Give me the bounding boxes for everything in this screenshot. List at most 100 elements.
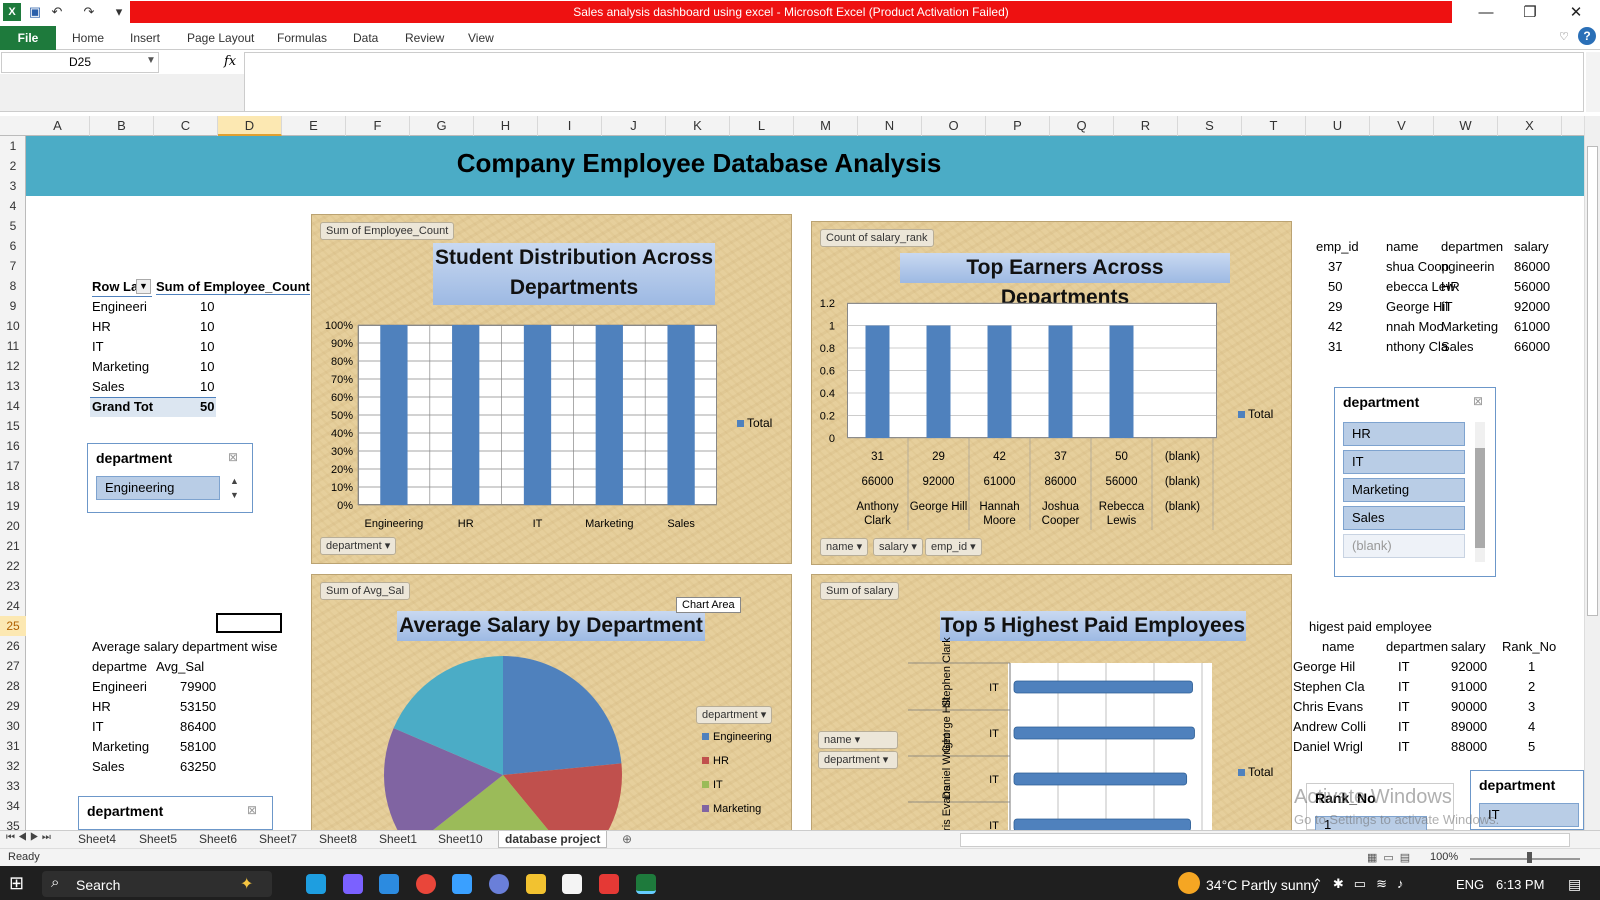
row-header[interactable]: 21 [6, 539, 20, 553]
department-slicer[interactable]: department ⊠ Engineering ▲ ▼ [87, 443, 253, 513]
horizontal-scrollbar[interactable] [960, 833, 1570, 847]
column-header[interactable]: R [1114, 116, 1178, 136]
chart4-name-filter[interactable]: name ▾ [818, 731, 898, 749]
redo-icon[interactable]: ↷ [83, 4, 95, 19]
vertical-scrollbar[interactable] [1584, 116, 1600, 830]
row-header[interactable]: 14 [6, 399, 20, 413]
row-header[interactable]: 20 [6, 519, 20, 533]
column-header[interactable]: U [1306, 116, 1370, 136]
calendar-icon[interactable] [562, 874, 582, 894]
slicer-item-it[interactable]: IT [1479, 803, 1579, 827]
close-icon[interactable]: ✕ [1569, 4, 1583, 21]
row-header[interactable]: 15 [6, 419, 20, 433]
taskbar-search-box[interactable] [42, 871, 272, 897]
tab-review[interactable]: Review [405, 31, 445, 45]
chart2-value-field[interactable]: Count of salary_rank [820, 229, 934, 247]
worksheet-grid[interactable] [26, 136, 1584, 830]
file-tab[interactable]: File [0, 26, 56, 50]
filter-dropdown-icon[interactable]: ▼ [136, 279, 151, 294]
row-header[interactable]: 35 [6, 819, 20, 833]
r-app-icon[interactable] [489, 874, 509, 894]
column-header[interactable]: L [730, 116, 794, 136]
namebox-dropdown-icon[interactable]: ▼ [146, 55, 156, 66]
column-header[interactable]: W [1434, 116, 1498, 136]
row-header[interactable]: 17 [6, 459, 20, 473]
chart2-empid-filter[interactable]: emp_id ▾ [925, 538, 982, 556]
column-header[interactable]: A [26, 116, 90, 136]
tab-page-layout[interactable]: Page Layout [187, 31, 255, 45]
row-header[interactable]: 11 [6, 339, 20, 353]
restore-icon[interactable]: ❐ [1523, 4, 1537, 21]
zoom-slider[interactable] [1470, 858, 1580, 860]
row-header[interactable]: 22 [6, 559, 20, 573]
row-header[interactable]: 27 [6, 659, 20, 673]
copilot-spark-icon[interactable]: ✦ [240, 876, 254, 893]
customize-qat-icon[interactable]: ▾ [115, 4, 123, 19]
undo-icon[interactable]: ↶ [51, 4, 63, 19]
sheet-tab[interactable]: Sheet6 [199, 832, 238, 846]
row-header[interactable]: 5 [9, 219, 17, 233]
row-header[interactable]: 31 [6, 739, 20, 753]
column-header[interactable]: E [282, 116, 346, 136]
help-icon[interactable]: ? [1578, 27, 1596, 45]
row-header[interactable]: 19 [6, 499, 20, 513]
row-header[interactable]: 33 [6, 779, 20, 793]
edge-icon[interactable] [306, 874, 326, 894]
excel-taskbar-icon[interactable] [636, 874, 656, 894]
row-header[interactable]: 1 [9, 139, 17, 153]
column-header[interactable]: G [410, 116, 474, 136]
column-header[interactable]: S [1178, 116, 1242, 136]
weather-text[interactable]: 34°C Partly sunny [1206, 877, 1319, 893]
language-indicator[interactable]: ENG [1456, 877, 1485, 892]
clear-filter-icon[interactable]: ⊠ [247, 803, 258, 817]
row-header[interactable]: 6 [9, 239, 17, 253]
chrome-icon[interactable] [416, 874, 436, 894]
clear-filter-icon[interactable]: ⊠ [1473, 394, 1484, 408]
sheet-tab[interactable]: Sheet8 [319, 832, 358, 846]
column-header[interactable]: J [602, 116, 666, 136]
view-buttons-icon[interactable]: ▦▭▤ [1367, 852, 1417, 864]
slicer-item-hr[interactable]: HR [1343, 422, 1465, 446]
column-header[interactable]: Q [1050, 116, 1114, 136]
tab-formulas[interactable]: Formulas [277, 31, 328, 45]
row-header[interactable]: 25 [0, 616, 26, 636]
scroll-up-icon[interactable]: ▲ [230, 476, 239, 486]
weather-icon[interactable] [1178, 872, 1200, 894]
minimize-icon[interactable]: — [1478, 4, 1494, 21]
column-header[interactable]: N [858, 116, 922, 136]
vertical-scroll-thumb[interactable] [1587, 146, 1598, 616]
notifications-icon[interactable]: ▤ [1568, 876, 1582, 892]
tab-insert[interactable]: Insert [130, 31, 161, 45]
chart3-legend-field[interactable]: department ▾ [696, 706, 773, 724]
row-header[interactable]: 18 [6, 479, 20, 493]
copilot-icon[interactable] [343, 874, 363, 894]
department-slicer-it[interactable]: department IT [1470, 770, 1584, 830]
row-header[interactable]: 8 [9, 279, 17, 293]
chart1-department-filter[interactable]: department ▾ [320, 537, 397, 555]
row-header[interactable]: 3 [9, 179, 17, 193]
row-header[interactable]: 4 [9, 199, 17, 213]
insert-sheet-icon[interactable]: ⊕ [622, 832, 633, 846]
slicer-scroll-thumb[interactable] [1475, 448, 1485, 548]
slicer-item-sales[interactable]: Sales [1343, 506, 1465, 530]
media-player-icon[interactable] [599, 874, 619, 894]
chart4-department-filter[interactable]: department ▾ [818, 751, 898, 769]
sheet-tab[interactable]: database project [498, 831, 608, 848]
row-header[interactable]: 9 [9, 299, 17, 313]
chart4-value-field[interactable]: Sum of salary [820, 582, 900, 600]
column-header[interactable]: C [154, 116, 218, 136]
vscode-icon[interactable] [379, 874, 399, 894]
sheet-tab[interactable]: Sheet1 [379, 832, 418, 846]
chart2-salary-filter[interactable]: salary ▾ [873, 538, 923, 556]
row-header[interactable]: 2 [9, 159, 17, 173]
tab-data[interactable]: Data [353, 31, 379, 45]
tab-home[interactable]: Home [72, 31, 105, 45]
zoom-level[interactable]: 100% [1430, 851, 1459, 863]
sheet-tab[interactable]: Sheet5 [139, 832, 178, 846]
slicer-item-marketing[interactable]: Marketing [1343, 478, 1465, 502]
clock[interactable]: 6:13 PM [1496, 877, 1545, 892]
system-tray-icons[interactable]: ⌃✱▭≋♪ [1312, 876, 1414, 891]
insert-function-icon[interactable]: fx [224, 54, 237, 69]
row-header[interactable]: 29 [6, 699, 20, 713]
row-header[interactable]: 32 [6, 759, 20, 773]
